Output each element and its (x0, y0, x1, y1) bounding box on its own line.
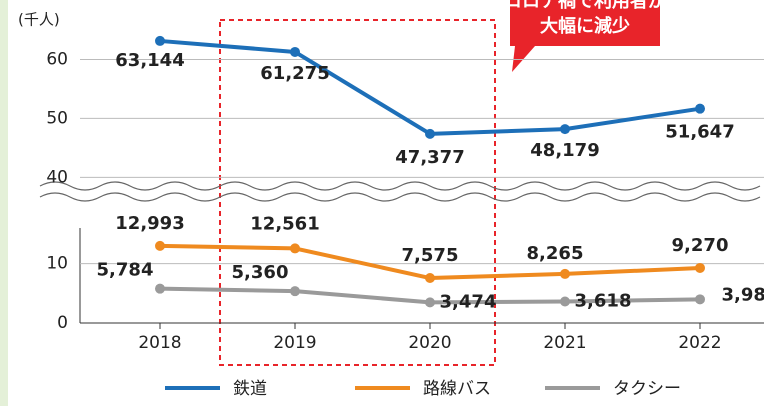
value-label: 9,270 (672, 235, 729, 256)
data-point (425, 297, 435, 308)
data-point (425, 273, 435, 284)
value-label: 5,784 (97, 260, 154, 281)
y-tick-label: 60 (46, 49, 68, 69)
value-label: 7,575 (402, 245, 459, 266)
data-point (695, 103, 705, 114)
data-point (695, 262, 705, 273)
value-label: 3,474 (440, 291, 497, 312)
y-tick-label: 10 (46, 254, 68, 274)
value-label: 47,377 (395, 147, 464, 168)
data-point (155, 35, 165, 46)
value-label: 63,144 (115, 50, 184, 71)
data-point (560, 268, 570, 279)
data-point (290, 243, 300, 254)
data-point (560, 296, 570, 307)
value-label: 3,986 (722, 284, 764, 305)
side-strip (0, 0, 8, 406)
value-label: 12,993 (115, 213, 184, 234)
legend-label: 路線バス (423, 379, 491, 399)
annotation: コロナ禍で利用者が (504, 0, 666, 12)
data-point (290, 286, 300, 297)
data-point (695, 294, 705, 305)
data-point (425, 128, 435, 139)
axis-break (39, 181, 761, 191)
y-tick-label: 0 (57, 313, 68, 333)
annotation-box (510, 0, 660, 46)
y-tick-label: 40 (46, 167, 68, 187)
value-label: 3,618 (575, 291, 632, 312)
value-label: 12,561 (250, 213, 319, 234)
value-label: 51,647 (665, 122, 734, 143)
legend-label: タクシー (613, 379, 681, 399)
data-point (290, 46, 300, 57)
value-label: 5,360 (232, 262, 289, 283)
y-tick-label: 50 (46, 108, 68, 128)
series-line (159, 38, 701, 136)
value-label: 8,265 (527, 243, 584, 264)
x-tick-label: 2020 (408, 333, 451, 353)
data-point (560, 124, 570, 135)
axis-break (39, 192, 761, 202)
value-label: 48,179 (530, 140, 599, 161)
x-tick-label: 2022 (678, 333, 721, 353)
x-tick-label: 2021 (543, 333, 586, 353)
data-point (155, 240, 165, 251)
data-point (155, 283, 165, 294)
legend-label: 鉄道 (233, 379, 267, 399)
highlight-box (219, 19, 496, 366)
annotation: 大幅に減少 (540, 15, 630, 37)
y-axis-label: (千人) (18, 11, 60, 29)
x-tick-label: 2018 (138, 333, 181, 353)
value-label: 61,275 (260, 63, 329, 84)
x-tick-label: 2019 (273, 333, 316, 353)
